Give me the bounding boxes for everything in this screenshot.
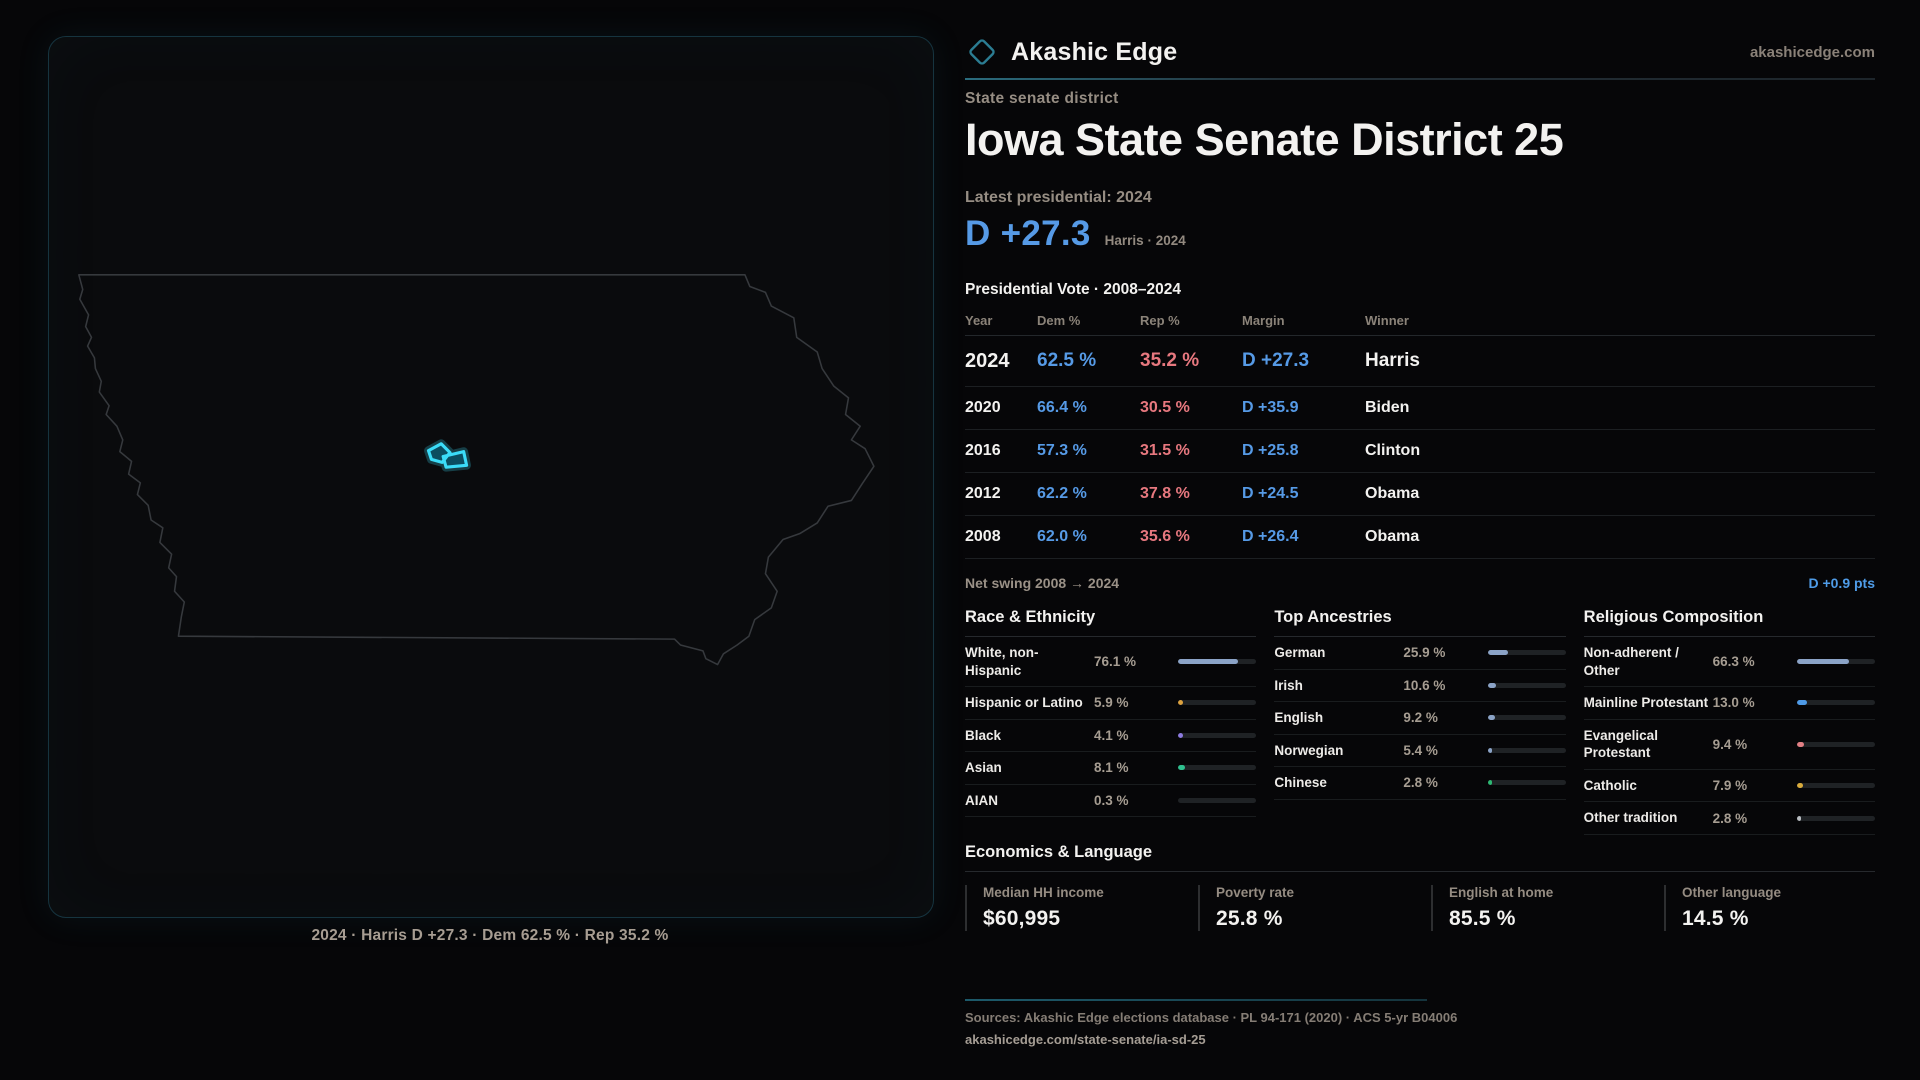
bar-track	[1797, 741, 1875, 747]
map-caption: 2024 · Harris D +27.3 · Dem 62.5 % · Rep…	[311, 927, 669, 944]
religion-item: Other tradition 2.8 %	[1583, 802, 1875, 835]
bar-track	[1487, 715, 1566, 721]
economics-title: Economics & Language	[965, 843, 1875, 872]
religion-item: Evangelical Protestant 9.4 %	[1583, 720, 1875, 770]
ancestry-item: German 25.9 %	[1274, 637, 1566, 670]
ancestry-item: Norwegian 5.4 %	[1274, 735, 1566, 768]
col-winner: Winner	[1365, 312, 1409, 328]
iowa-map	[78, 274, 875, 666]
permalink-link[interactable]: akashicedge.com/state-senate/ia-sd-25	[965, 1032, 1206, 1047]
district-highlight[interactable]	[426, 442, 469, 469]
bar-track	[1178, 732, 1257, 738]
bar-track	[1797, 815, 1875, 821]
stat-poverty-rate: Poverty rate 25.8 %	[1198, 885, 1431, 931]
margin-context: Harris · 2024	[1104, 233, 1186, 248]
ancestry-item: Chinese 2.8 %	[1274, 767, 1566, 800]
race-title: Race & Ethnicity	[965, 608, 1257, 637]
bar-fill	[1797, 659, 1849, 665]
bar-fill	[1797, 741, 1805, 747]
brand-name: Akashic Edge	[1011, 37, 1178, 66]
bar-fill	[1487, 780, 1492, 786]
ancestries-section: Top Ancestries German 25.9 % Irish 10.6 …	[1274, 608, 1566, 835]
race-section: Race & Ethnicity White, non-Hispanic 76.…	[965, 608, 1257, 835]
vote-row-2016: 2016 57.3 % 31.5 % D +25.8 Clinton	[965, 430, 1875, 473]
stat-median-income: Median HH income $60,995	[965, 885, 1198, 931]
header-divider	[965, 78, 1875, 80]
net-swing-value: D +0.9 pts	[1808, 575, 1875, 591]
religion-item: Mainline Protestant 13.0 %	[1583, 687, 1875, 720]
bar-track	[1487, 650, 1566, 656]
margin-value: D +27.3	[965, 214, 1091, 253]
eyebrow-label: State senate district	[965, 90, 1119, 107]
ancestries-title: Top Ancestries	[1274, 608, 1566, 637]
religion-item: Non-adherent / Other 66.3 %	[1583, 637, 1875, 688]
col-year: Year	[965, 312, 993, 328]
bar-track	[1178, 765, 1257, 771]
race-item: Asian 8.1 %	[965, 752, 1257, 785]
bar-track	[1487, 747, 1566, 753]
religion-section: Religious Composition Non-adherent / Oth…	[1583, 608, 1875, 835]
sources-text: Sources: Akashic Edge elections database…	[965, 1010, 1458, 1025]
bar-fill	[1178, 765, 1185, 771]
domain-link[interactable]: akashicedge.com	[1749, 43, 1875, 61]
net-swing-row: Net swing 2008 → 2024 D +0.9 pts	[965, 575, 1875, 591]
race-item: White, non-Hispanic 76.1 %	[965, 637, 1257, 688]
iowa-state-outline	[78, 274, 875, 666]
vote-table: Year Dem % Rep % Margin Winner 2024 62.5…	[965, 305, 1875, 559]
race-item: Hispanic or Latino 5.9 %	[965, 687, 1257, 720]
footer-divider	[965, 999, 1427, 1001]
bar-fill	[1797, 815, 1802, 821]
stat-english-at-home: English at home 85.5 %	[1431, 885, 1664, 931]
religion-item: Catholic 7.9 %	[1583, 770, 1875, 803]
map-panel	[48, 36, 934, 918]
race-item: Black 4.1 %	[965, 720, 1257, 753]
bar-track	[1178, 659, 1257, 665]
detail-column: Akashic Edge akashicedge.com State senat…	[965, 0, 1875, 1080]
vote-row-2008: 2008 62.0 % 35.6 % D +26.4 Obama	[965, 516, 1875, 559]
bar-fill	[1178, 659, 1238, 665]
bar-fill	[1797, 783, 1804, 788]
economics-section: Economics & Language Median HH income $6…	[965, 843, 1875, 931]
net-swing-label: Net swing 2008 → 2024	[965, 575, 1120, 591]
brand-header: Akashic Edge akashicedge.com	[965, 32, 1875, 72]
bar-track	[1487, 780, 1566, 786]
stat-other-language: Other language 14.5 %	[1664, 885, 1875, 931]
bar-fill	[1487, 715, 1495, 721]
diamond-logo-icon	[969, 39, 995, 65]
col-dem: Dem %	[1037, 312, 1081, 328]
economics-stats: Median HH income $60,995 Poverty rate 25…	[965, 885, 1875, 931]
vote-row-2024: 2024 62.5 % 35.2 % D +27.3 Harris	[965, 336, 1875, 387]
vote-row-2012: 2012 62.2 % 37.8 % D +24.5 Obama	[965, 473, 1875, 516]
race-item: AIAN 0.3 %	[965, 785, 1257, 818]
margin-headline: D +27.3 Harris · 2024	[965, 214, 1186, 254]
ancestry-item: English 9.2 %	[1274, 702, 1566, 735]
demographics-grid: Race & Ethnicity White, non-Hispanic 76.…	[965, 608, 1875, 835]
bar-fill	[1487, 747, 1492, 753]
bar-track	[1797, 783, 1875, 788]
bar-track	[1178, 798, 1257, 803]
bar-fill	[1797, 700, 1808, 706]
bar-fill	[1487, 650, 1508, 656]
vote-row-2020: 2020 66.4 % 30.5 % D +35.9 Biden	[965, 387, 1875, 430]
bar-track	[1178, 700, 1257, 706]
religion-title: Religious Composition	[1583, 608, 1875, 637]
latest-presidential-label: Latest presidential: 2024	[965, 189, 1152, 206]
bar-fill	[1178, 700, 1183, 706]
col-margin: Margin	[1242, 312, 1285, 328]
page-title: Iowa State Senate District 25	[965, 114, 1564, 165]
bar-track	[1797, 700, 1875, 706]
vote-table-title: Presidential Vote · 2008–2024	[965, 281, 1181, 298]
vote-table-header: Year Dem % Rep % Margin Winner	[965, 305, 1875, 336]
col-rep: Rep %	[1140, 312, 1180, 328]
bar-track	[1797, 659, 1875, 665]
ancestry-item: Irish 10.6 %	[1274, 670, 1566, 703]
bar-fill	[1178, 732, 1183, 738]
bar-fill	[1487, 682, 1496, 688]
bar-track	[1487, 682, 1566, 688]
